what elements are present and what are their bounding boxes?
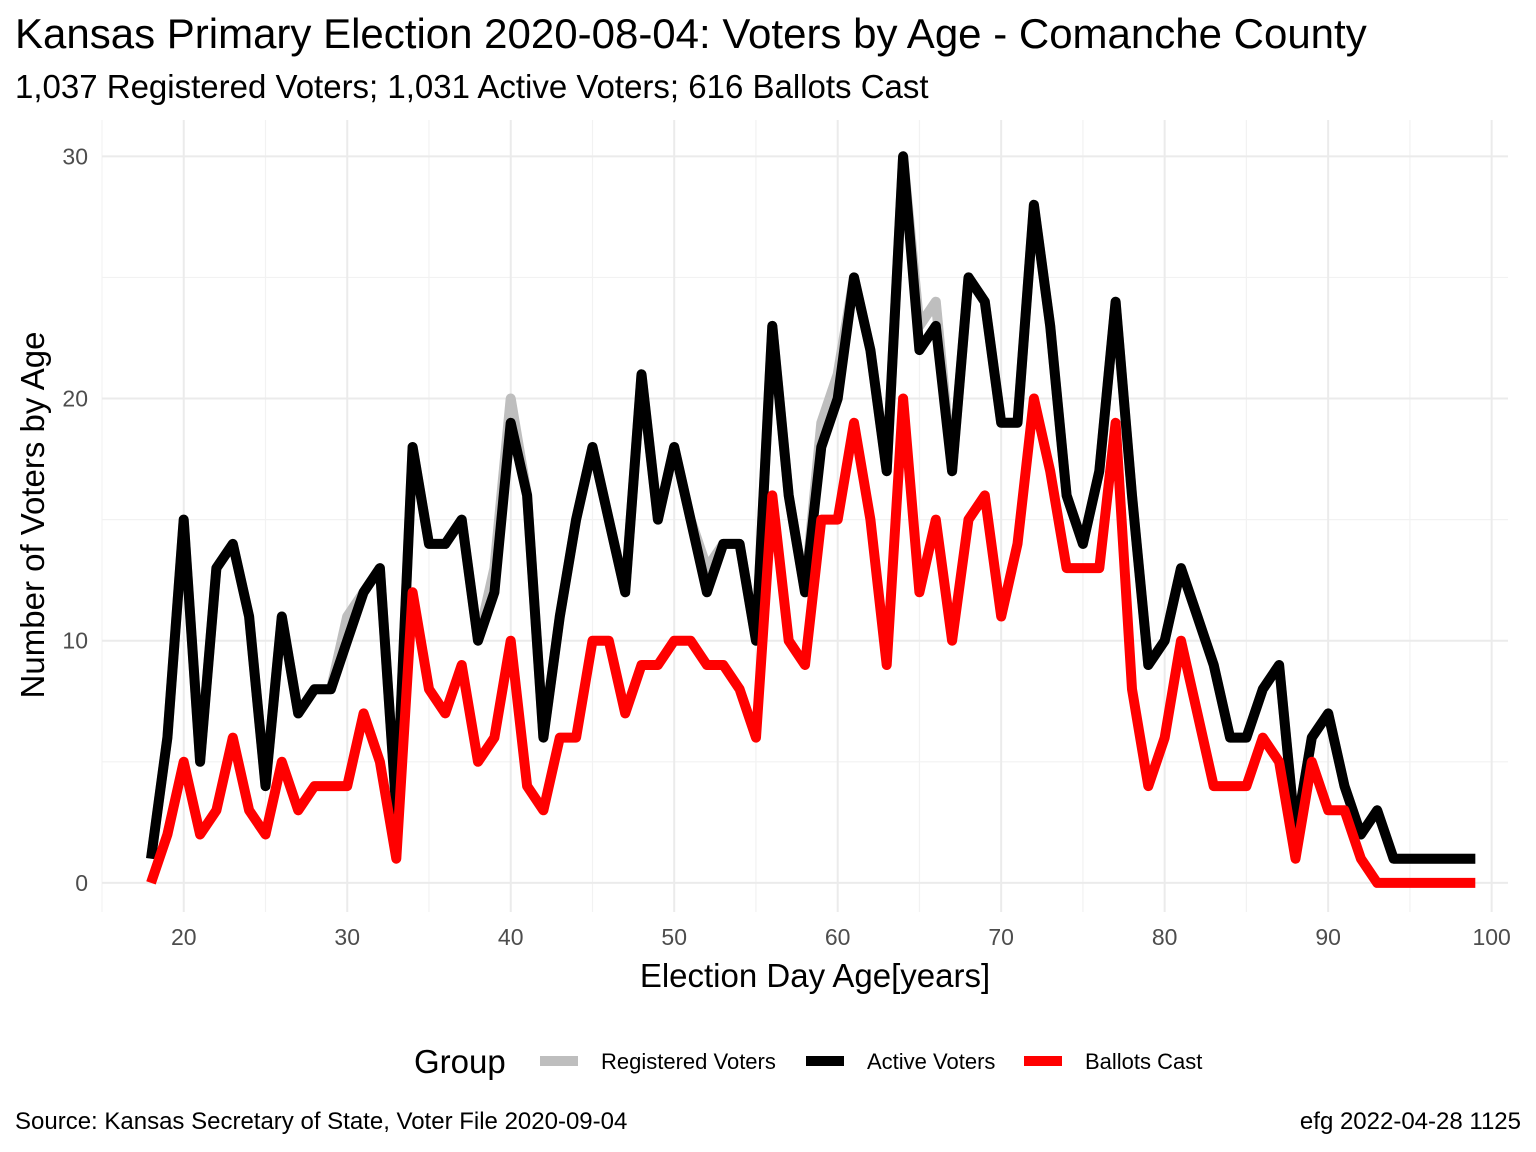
chart-title: Kansas Primary Election 2020-08-04: Vote… bbox=[15, 10, 1367, 57]
grid-major bbox=[102, 120, 1508, 912]
x-tick-label: 50 bbox=[661, 924, 687, 950]
source-note: Source: Kansas Secretary of State, Voter… bbox=[15, 1108, 628, 1135]
y-tick-label: 20 bbox=[62, 386, 88, 412]
series-line-ballots-cast bbox=[146, 393, 1476, 888]
x-tick-label: 80 bbox=[1152, 924, 1178, 950]
series-line-active-voters bbox=[146, 151, 1476, 864]
y-tick-label: 30 bbox=[62, 143, 88, 169]
x-tick-label: 100 bbox=[1472, 924, 1510, 950]
x-tick-label: 90 bbox=[1315, 924, 1341, 950]
x-tick-label: 60 bbox=[825, 924, 851, 950]
y-tick-labels: 0 10 20 30 bbox=[62, 143, 88, 896]
legend-label: Active Voters bbox=[867, 1049, 995, 1074]
y-tick-label: 0 bbox=[75, 870, 88, 896]
x-tick-labels: 20 30 40 50 60 70 80 90 100 bbox=[171, 924, 1511, 950]
x-tick-label: 20 bbox=[171, 924, 197, 950]
x-tick-label: 40 bbox=[498, 924, 524, 950]
series-layer bbox=[146, 151, 1476, 888]
x-axis-title: Election Day Age[years] bbox=[640, 957, 990, 994]
legend: Group Registered Voters Active Voters Ball… bbox=[414, 1043, 1202, 1080]
legend-label: Registered Voters bbox=[601, 1049, 776, 1074]
y-axis-title: Number of Voters by Age bbox=[14, 332, 51, 699]
legend-label: Ballots Cast bbox=[1085, 1049, 1202, 1074]
x-tick-label: 70 bbox=[988, 924, 1014, 950]
credit-note: efg 2022-04-28 1125 bbox=[1299, 1108, 1521, 1135]
legend-title: Group bbox=[414, 1043, 506, 1080]
chart-subtitle: 1,037 Registered Voters; 1,031 Active Vo… bbox=[15, 68, 929, 105]
y-tick-label: 10 bbox=[62, 628, 88, 654]
x-tick-label: 30 bbox=[334, 924, 360, 950]
